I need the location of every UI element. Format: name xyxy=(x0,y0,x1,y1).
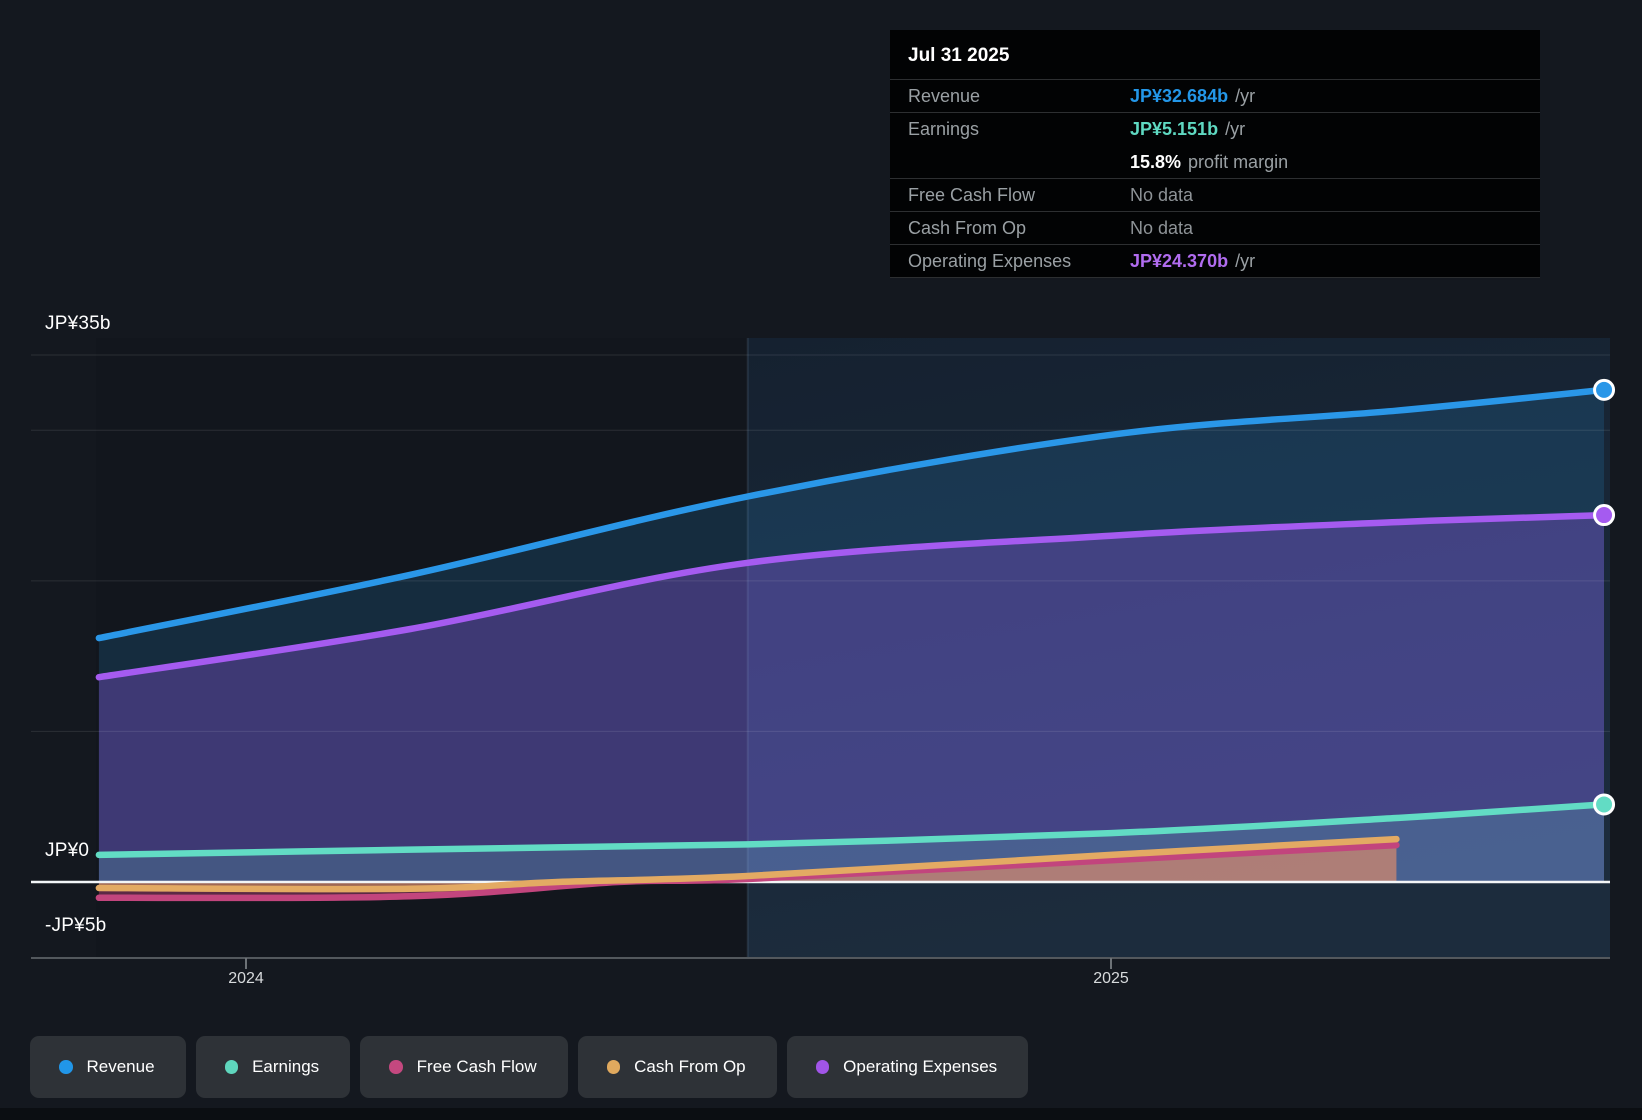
legend-label: Free Cash Flow xyxy=(416,1057,537,1076)
y-axis-label: JP¥35b xyxy=(45,313,111,334)
x-axis-label: 2024 xyxy=(228,970,264,987)
tooltip-row-earnings: Earnings JP¥5.151b /yr xyxy=(890,113,1540,146)
bottom-edge-bar xyxy=(0,1108,1642,1120)
end-dot-revenue[interactable] xyxy=(1593,378,1616,401)
tooltip-value: JP¥5.151b xyxy=(1130,119,1219,139)
tooltip-value: JP¥32.684b xyxy=(1130,85,1229,106)
tooltip-suffix: profit margin xyxy=(1188,151,1289,172)
tooltip-suffix: /yr xyxy=(1235,85,1256,106)
area-free-cash-flow xyxy=(98,845,1397,898)
legend-label: Cash From Op xyxy=(634,1057,746,1076)
area-revenue xyxy=(98,389,1604,882)
tooltip-label: Earnings xyxy=(908,119,980,139)
legend-item-cash-from-op[interactable]: Cash From Op xyxy=(577,1036,777,1098)
tooltip-value: JP¥24.370b xyxy=(1130,250,1229,271)
data-tooltip: Jul 31 2025 Revenue JP¥32.684b /yr Earni… xyxy=(890,30,1540,278)
line-revenue xyxy=(95,386,1608,642)
revenue-dot-icon xyxy=(59,1060,73,1074)
end-dot-earnings[interactable] xyxy=(1593,793,1616,816)
tooltip-value: 15.8% xyxy=(1130,151,1182,172)
tooltip-label: Revenue xyxy=(908,85,981,106)
end-dot-operating-expenses[interactable] xyxy=(1593,504,1616,527)
tooltip-row-cash-from-op: Cash From Op No data xyxy=(890,212,1540,245)
area-operating-expenses xyxy=(98,515,1604,882)
legend-label: Revenue xyxy=(86,1057,155,1076)
tooltip-row-operating-expenses: Operating Expenses JP¥24.370b /yr xyxy=(890,245,1540,278)
x-axis-label: 2025 xyxy=(1093,970,1129,987)
tooltip-label: Free Cash Flow xyxy=(908,184,1036,205)
tooltip-row-profit-margin: 15.8% profit margin xyxy=(890,146,1540,179)
legend-label: Operating Expenses xyxy=(843,1057,998,1076)
legend-item-operating-expenses[interactable]: Operating Expenses xyxy=(786,1036,1029,1098)
line-operating-expenses xyxy=(95,511,1608,681)
earnings-dot-icon xyxy=(224,1060,239,1074)
line-earnings xyxy=(95,801,1608,859)
tooltip-label: Cash From Op xyxy=(908,217,1027,238)
tooltip-row-free-cash-flow: Free Cash Flow No data xyxy=(890,179,1540,212)
line-cash-from-op xyxy=(95,835,1400,893)
free-cash-flow-dot-icon xyxy=(389,1060,403,1074)
tooltip-value: No data xyxy=(1130,217,1194,238)
legend-item-free-cash-flow[interactable]: Free Cash Flow xyxy=(360,1036,568,1098)
y-axis-label: JP¥0 xyxy=(45,840,90,861)
tooltip-suffix: /yr xyxy=(1235,250,1256,271)
tooltip-suffix: /yr xyxy=(1225,119,1246,139)
area-cash-from-op xyxy=(98,839,1397,890)
tooltip-label: Operating Expenses xyxy=(908,250,1072,271)
y-axis-label: -JP¥5b xyxy=(45,915,107,937)
tooltip-row-revenue: Revenue JP¥32.684b /yr xyxy=(890,80,1540,113)
legend-label: Earnings xyxy=(252,1057,320,1076)
legend-item-revenue[interactable]: Revenue xyxy=(30,1036,186,1098)
tooltip-date: Jul 31 2025 xyxy=(890,30,1540,80)
tooltip-value: No data xyxy=(1130,184,1194,205)
legend-item-earnings[interactable]: Earnings xyxy=(195,1036,351,1098)
operating-expenses-dot-icon xyxy=(815,1060,830,1074)
chart-legend: Revenue Earnings Free Cash Flow Cash Fro… xyxy=(30,1036,1029,1098)
cash-from-op-dot-icon xyxy=(606,1060,621,1074)
